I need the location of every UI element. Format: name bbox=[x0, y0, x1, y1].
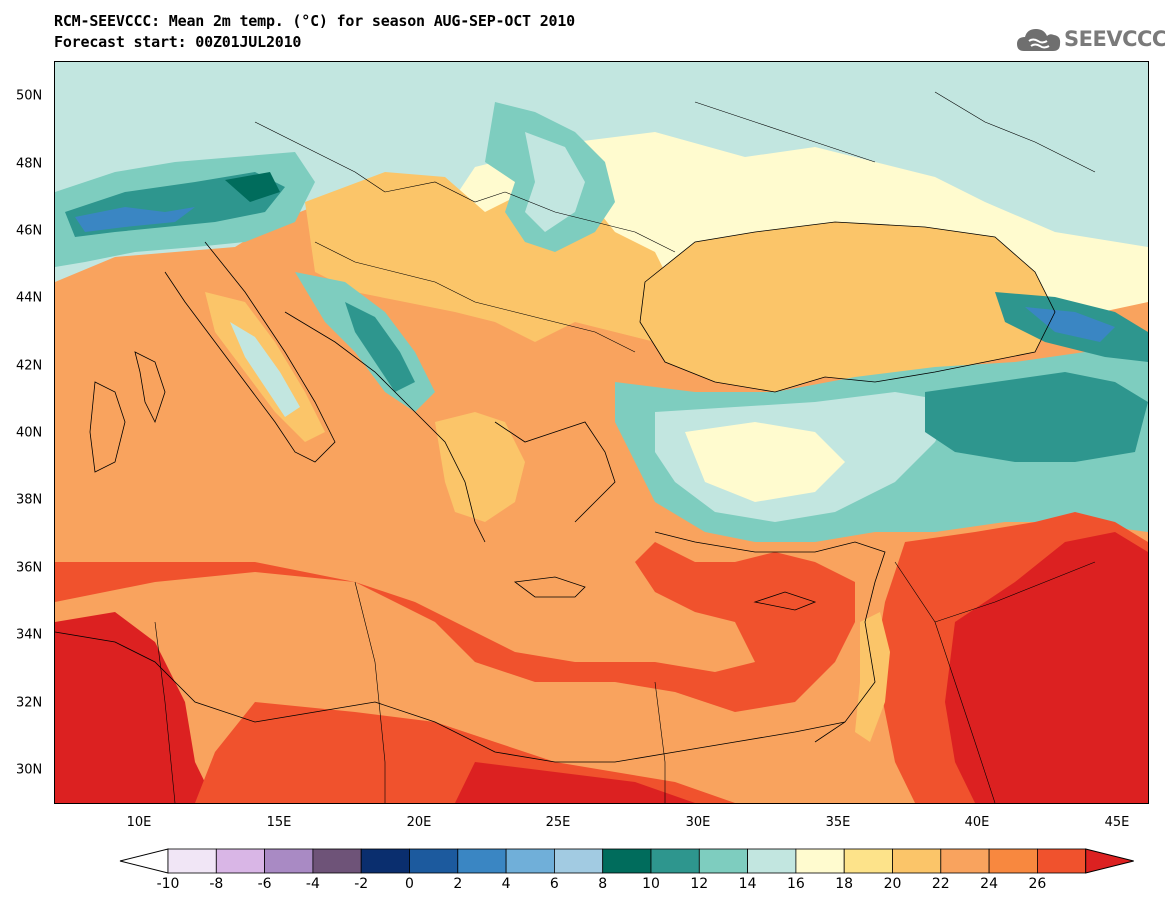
colorbar-tick-label: -10 bbox=[156, 876, 180, 892]
lat-label: 44N bbox=[16, 290, 43, 306]
temperature-field bbox=[55, 62, 1148, 803]
lat-label: 46N bbox=[16, 223, 43, 239]
colorbar-tick-label: 10 bbox=[642, 876, 660, 892]
colorbar-cell bbox=[650, 848, 700, 874]
colorbar-tick-label: 0 bbox=[405, 876, 414, 892]
lat-label: 32N bbox=[16, 695, 43, 711]
map-title: RCM-SEEVCCC: Mean 2m temp. (°C) for seas… bbox=[54, 12, 576, 30]
colorbar-cell bbox=[360, 848, 410, 874]
colorbar-cell bbox=[988, 848, 1038, 874]
colorbar-tick-label: 12 bbox=[690, 876, 709, 892]
colorbar-cell bbox=[795, 848, 845, 874]
colorbar-tick-label: 22 bbox=[931, 876, 950, 892]
colorbar-tick-label: 24 bbox=[980, 876, 999, 892]
lat-label: 36N bbox=[16, 560, 43, 576]
colorbar-tick-label: 4 bbox=[501, 876, 511, 892]
colorbar-tick-label: 2 bbox=[453, 876, 463, 892]
temperature-map bbox=[55, 62, 1148, 803]
colorbar-over-triangle bbox=[1085, 848, 1134, 874]
forecast-start-subtitle: Forecast start: 00Z01JUL2010 bbox=[54, 33, 302, 51]
lat-label: 38N bbox=[16, 492, 43, 508]
colorbar-cell bbox=[554, 848, 604, 874]
colorbar-under-triangle bbox=[119, 848, 169, 874]
lon-label: 45E bbox=[1104, 815, 1130, 830]
lon-label: 35E bbox=[825, 815, 851, 830]
lat-label: 40N bbox=[16, 425, 43, 441]
colorbar-cell bbox=[1037, 848, 1087, 874]
logo-text: SEEVCCC bbox=[1064, 27, 1165, 51]
colorbar-tick-label: -8 bbox=[209, 876, 224, 892]
seevccc-logo: SEEVCCC bbox=[1016, 24, 1165, 56]
colorbar-tick-label: 18 bbox=[835, 876, 854, 892]
colorbar-cell bbox=[940, 848, 990, 874]
lon-label: 30E bbox=[685, 815, 711, 830]
colorbar-tick-label: 26 bbox=[1028, 876, 1047, 892]
colorbar-tick-label: 16 bbox=[786, 876, 805, 892]
lon-label: 10E bbox=[126, 815, 152, 830]
colorbar-tick-label: 14 bbox=[738, 876, 757, 892]
colorbar-cell bbox=[698, 848, 748, 874]
cloud-icon bbox=[1017, 29, 1061, 51]
colorbar-cell bbox=[409, 848, 459, 874]
lat-label: 42N bbox=[16, 358, 43, 374]
colorbar-cell bbox=[747, 848, 797, 874]
colorbar-cell bbox=[892, 848, 942, 874]
colorbar-cell bbox=[167, 848, 217, 874]
colorbar-cell bbox=[264, 848, 314, 874]
lon-label: 40E bbox=[964, 815, 990, 830]
colorbar-tick-label: 8 bbox=[598, 876, 608, 892]
colorbar-tick-label: 20 bbox=[883, 876, 902, 892]
colorbar-tick-label: -2 bbox=[354, 876, 369, 892]
lat-label: 48N bbox=[16, 156, 43, 172]
lon-label: 25E bbox=[545, 815, 571, 830]
colorbar-tick-label: -4 bbox=[305, 876, 320, 892]
colorbar-cell bbox=[602, 848, 652, 874]
colorbar-tick-label: -6 bbox=[257, 876, 272, 892]
lon-label: 15E bbox=[266, 815, 292, 830]
colorbar-tick-label: 6 bbox=[549, 876, 559, 892]
lon-label: 20E bbox=[406, 815, 432, 830]
colorbar-cell bbox=[843, 848, 893, 874]
lat-label: 34N bbox=[16, 627, 43, 643]
colorbar-cell bbox=[457, 848, 507, 874]
colorbar-cell bbox=[505, 848, 555, 874]
colorbar-cell bbox=[312, 848, 362, 874]
colorbar-cell bbox=[215, 848, 266, 874]
lat-label: 50N bbox=[16, 88, 43, 104]
lat-label: 30N bbox=[16, 762, 43, 778]
